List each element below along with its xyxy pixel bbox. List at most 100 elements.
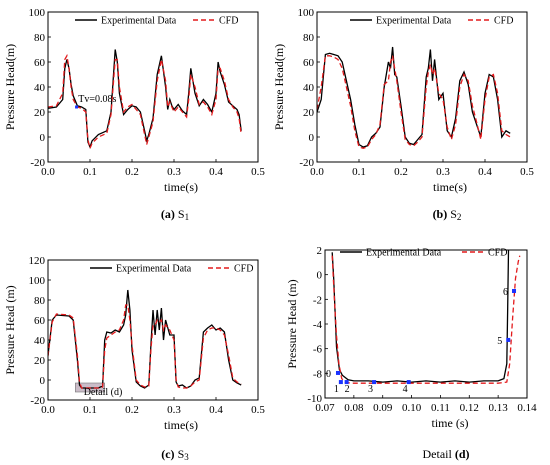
legend-cfd-label: CFD [219, 16, 238, 27]
x-tick-label: 0.2 [394, 166, 408, 178]
x-axis-label: time(s) [164, 418, 198, 432]
panel-caption: (b) S2 [433, 207, 462, 222]
detail-point-label-6: 6 [503, 287, 508, 298]
x-tick-label: 0.11 [431, 402, 450, 414]
x-tick-label: 0.2 [125, 166, 139, 178]
y-tick-label: 0 [309, 132, 315, 144]
legend-cfd-label: CFD [488, 248, 507, 259]
x-tick-label: 0.3 [167, 166, 181, 178]
x-tick-label: 0.4 [209, 404, 223, 416]
detail-point-1 [338, 380, 343, 385]
detail-point-label-3: 3 [368, 384, 373, 395]
y-tick-label: 0 [40, 375, 46, 387]
y-tick-label: 40 [34, 335, 46, 347]
x-tick-label: 0.1 [352, 166, 366, 178]
y-tick-label: -20 [30, 157, 45, 169]
y-tick-label: 0 [40, 132, 46, 144]
chart-panel-a: 0.0 0.1 0.2 0.3 0.4 0.5 -20 0 20 40 60 80 100 time(s)… [3, 7, 265, 222]
chart-panel-b: 0.0 0.1 0.2 0.3 0.4 0.5 -20 0 20 40 60 80 100 time(s)… [272, 7, 534, 222]
y-tick-label: -4 [313, 319, 323, 331]
caption-sub: (d) [452, 447, 470, 461]
detail-point-6 [512, 288, 517, 293]
legend-experimental-label: Experimental Data [366, 248, 442, 259]
y-tick-label: 60 [34, 315, 46, 327]
panel-caption: (c) S3 [161, 447, 189, 462]
x-tick-label: 0.5 [251, 404, 265, 416]
x-tick-label: 0.0 [310, 166, 324, 178]
x-tick-label: 0.14 [517, 402, 537, 414]
y-axis-label: Pressure Head (m) [3, 285, 17, 374]
detail-annotation: Detail (d) [84, 387, 123, 398]
x-axis-label: time(s) [433, 180, 467, 194]
x-tick-label: 0.10 [402, 402, 422, 414]
x-tick-label: 0.0 [41, 404, 55, 416]
plot-frame [47, 11, 259, 163]
x-tick-label: 0.4 [209, 166, 223, 178]
detail-point-label-2: 2 [345, 384, 350, 395]
caption-sub: 2 [457, 212, 462, 222]
series-cfd-line [48, 304, 242, 389]
y-tick-label: 100 [29, 7, 46, 19]
y-tick-label: -10 [307, 393, 322, 405]
y-tick-label: 20 [303, 107, 315, 119]
caption-letter: (a) [161, 207, 178, 221]
caption-sub: 1 [185, 212, 190, 222]
y-tick-label: -20 [299, 157, 314, 169]
x-tick-label: 0.1 [83, 404, 97, 416]
series-cfd-line [317, 55, 511, 149]
x-axis-label: time (s) [432, 416, 469, 430]
x-axis-label: time(s) [164, 180, 198, 194]
x-tick-label: 0.13 [489, 402, 509, 414]
series-experimental-line [48, 49, 242, 149]
y-tick-label: 120 [29, 255, 46, 267]
detail-point-label-0: 0 [326, 369, 331, 380]
detail-point-4 [406, 380, 411, 385]
tv-marker [75, 105, 79, 109]
caption-name: Detail [423, 447, 453, 461]
y-tick-label: 20 [34, 355, 46, 367]
y-tick-label: -8 [313, 368, 323, 380]
detail-point-label-1: 1 [334, 384, 339, 395]
detail-point-2 [344, 380, 349, 385]
series-cfd-line [48, 53, 242, 151]
x-tick-label: 0.08 [344, 402, 364, 414]
caption-name: S [178, 447, 185, 461]
detail-point-label-5: 5 [497, 336, 502, 347]
panel-caption: (a) S1 [161, 207, 189, 222]
y-tick-label: 40 [303, 82, 315, 94]
series-cfd-line [331, 255, 521, 384]
x-tick-label: 0.09 [373, 402, 393, 414]
x-tick-label: 0.4 [478, 166, 492, 178]
x-tick-label: 0.07 [315, 402, 335, 414]
plot-frame [47, 259, 259, 401]
legend-cfd-label: CFD [234, 264, 253, 275]
y-tick-label: 2 [317, 245, 323, 257]
x-tick-label: 0.12 [460, 402, 479, 414]
caption-sub: 3 [184, 452, 189, 462]
y-axis-label: Pressure Head (m) [285, 279, 299, 368]
caption-name: S [450, 207, 457, 221]
x-tick-label: 0.3 [167, 404, 181, 416]
legend-cfd-label: CFD [494, 16, 513, 27]
x-tick-label: 0.5 [520, 166, 534, 178]
y-axis-label: Pressure Head(m) [272, 44, 286, 130]
x-tick-label: 0.1 [83, 166, 97, 178]
caption-name: S [178, 207, 185, 221]
detail-point-5 [506, 337, 511, 342]
chart-panel-c: 0.0 0.1 0.2 0.3 0.4 0.5 -20 0 20 40 60 80 100 120 time… [3, 255, 265, 462]
series-experimental-line [317, 46, 511, 148]
y-tick-label: 60 [303, 57, 315, 69]
y-tick-label: 80 [303, 32, 315, 44]
series-experimental-line [48, 289, 242, 389]
detail-point-0 [335, 370, 340, 375]
y-tick-label: 60 [34, 57, 46, 69]
panel-caption: Detail (d) [423, 447, 470, 461]
y-tick-label: 100 [29, 275, 46, 287]
y-tick-label: -2 [313, 294, 322, 306]
y-tick-label: 40 [34, 82, 46, 94]
detail-point-3 [372, 380, 377, 385]
x-tick-label: 0.3 [436, 166, 450, 178]
y-tick-label: 0 [317, 270, 323, 282]
y-tick-label: 20 [34, 107, 46, 119]
